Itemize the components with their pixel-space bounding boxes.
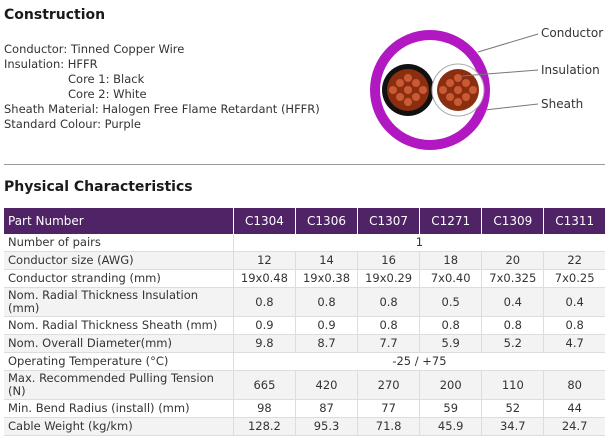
table-row: Number of pairs 1	[4, 234, 605, 252]
cell-value: 110	[481, 370, 545, 400]
cell-value: 20	[481, 251, 545, 270]
header-part: C1311	[543, 208, 605, 234]
cell-value: 24.7	[543, 417, 605, 436]
cell-value: 18	[419, 251, 483, 270]
row-label: Max. Recommended Pulling Tension (N)	[4, 370, 234, 400]
row-span-value: 1	[233, 234, 605, 252]
cell-value: 7.7	[357, 334, 421, 353]
row-span-value: -25 / +75	[233, 352, 605, 371]
table-row: Min. Bend Radius (install) (mm) 98 87 77…	[4, 399, 605, 418]
cell-value: 7x0.40	[419, 269, 483, 288]
row-label: Conductor size (AWG)	[4, 251, 234, 270]
row-label: Nom. Radial Thickness Sheath (mm)	[4, 316, 234, 335]
row-label: Conductor stranding (mm)	[4, 269, 234, 288]
spec-sheath-material: Sheath Material: Halogen Free Flame Reta…	[4, 102, 320, 116]
cell-value: 7x0.325	[481, 269, 545, 288]
cell-value: 59	[419, 399, 483, 418]
table-row: Nom. Radial Thickness Sheath (mm) 0.9 0.…	[4, 316, 605, 335]
cell-value: 14	[295, 251, 359, 270]
leader-conductor	[477, 33, 539, 53]
construction-spec: Conductor: Tinned Copper Wire Insulation…	[4, 42, 320, 132]
cell-value: 420	[295, 370, 359, 400]
row-label: Cable Weight (kg/km)	[4, 417, 234, 436]
cell-value: 44	[543, 399, 605, 418]
cell-value: 7x0.25	[543, 269, 605, 288]
header-part: C1306	[295, 208, 359, 234]
cell-value: 200	[419, 370, 483, 400]
cell-value: 12	[233, 251, 296, 270]
cell-value: 9.8	[233, 334, 296, 353]
cell-value: 8.7	[295, 334, 359, 353]
conductor-label: Conductor	[541, 26, 604, 40]
table-row: Nom. Radial Thickness Insulation (mm) 0.…	[4, 287, 605, 317]
cell-value: 270	[357, 370, 421, 400]
cell-value: 87	[295, 399, 359, 418]
spec-insulation: Insulation: HFFR	[4, 57, 98, 71]
leader-insulation	[461, 69, 539, 77]
cell-value: 45.9	[419, 417, 483, 436]
row-label: Min. Bend Radius (install) (mm)	[4, 399, 234, 418]
physical-title: Physical Characteristics	[4, 179, 193, 195]
header-part: C1309	[481, 208, 545, 234]
cell-value: 128.2	[233, 417, 296, 436]
cell-value: 19x0.38	[295, 269, 359, 288]
cell-value: 0.5	[419, 287, 483, 317]
table-row: Max. Recommended Pulling Tension (N) 665…	[4, 370, 605, 400]
table-row: Nom. Overall Diameter(mm) 9.8 8.7 7.7 5.…	[4, 334, 605, 353]
table-row: Conductor size (AWG) 12 14 16 18 20 22	[4, 251, 605, 270]
cell-value: 22	[543, 251, 605, 270]
spec-core-2: Core 2: White	[68, 87, 147, 101]
table-header-row: Part Number C1304 C1306 C1307 C1271 C130…	[4, 208, 605, 234]
header-part-number: Part Number	[4, 208, 234, 234]
row-label: Operating Temperature (°C)	[4, 352, 234, 371]
cell-value: 0.4	[543, 287, 605, 317]
cell-value: 80	[543, 370, 605, 400]
cell-value: 0.8	[357, 316, 421, 335]
cell-value: 71.8	[357, 417, 421, 436]
row-label: Number of pairs	[4, 234, 234, 252]
cell-value: 665	[233, 370, 296, 400]
cell-value: 0.8	[543, 316, 605, 335]
cell-value: 5.2	[481, 334, 545, 353]
cable-cross-section-diagram: Conductor Insulation Sheath	[360, 18, 608, 166]
spec-conductor: Conductor: Tinned Copper Wire	[4, 42, 185, 56]
cell-value: 0.8	[295, 287, 359, 317]
cell-value: 34.7	[481, 417, 545, 436]
row-label: Nom. Radial Thickness Insulation (mm)	[4, 287, 234, 317]
header-part: C1307	[357, 208, 421, 234]
cell-value: 5.9	[419, 334, 483, 353]
cell-value: 0.8	[419, 316, 483, 335]
insulation-label: Insulation	[541, 63, 600, 77]
cell-value: 0.8	[357, 287, 421, 317]
cell-value: 0.9	[233, 316, 296, 335]
spec-standard-colour: Standard Colour: Purple	[4, 117, 141, 131]
cell-value: 52	[481, 399, 545, 418]
cell-value: 16	[357, 251, 421, 270]
spec-core-1: Core 1: Black	[68, 72, 145, 86]
cell-value: 4.7	[543, 334, 605, 353]
cell-value: 0.9	[295, 316, 359, 335]
sheath-label: Sheath	[541, 97, 584, 111]
cell-value: 77	[357, 399, 421, 418]
cell-value: 0.8	[481, 316, 545, 335]
section-divider	[4, 164, 605, 165]
cell-value: 0.8	[233, 287, 296, 317]
table-row: Cable Weight (kg/km) 128.2 95.3 71.8 45.…	[4, 417, 605, 436]
row-label: Nom. Overall Diameter(mm)	[4, 334, 234, 353]
table-row: Conductor stranding (mm) 19x0.48 19x0.38…	[4, 269, 605, 288]
physical-characteristics-table: Part Number C1304 C1306 C1307 C1271 C130…	[4, 208, 605, 436]
cell-value: 19x0.48	[233, 269, 296, 288]
cable-cross-section-icon	[370, 30, 539, 150]
header-part: C1304	[233, 208, 296, 234]
construction-title: Construction	[4, 7, 106, 23]
leader-sheath	[484, 103, 539, 111]
cell-value: 0.4	[481, 287, 545, 317]
header-part: C1271	[419, 208, 483, 234]
cell-value: 95.3	[295, 417, 359, 436]
table-row: Operating Temperature (°C) -25 / +75	[4, 352, 605, 371]
cell-value: 98	[233, 399, 296, 418]
cell-value: 19x0.29	[357, 269, 421, 288]
